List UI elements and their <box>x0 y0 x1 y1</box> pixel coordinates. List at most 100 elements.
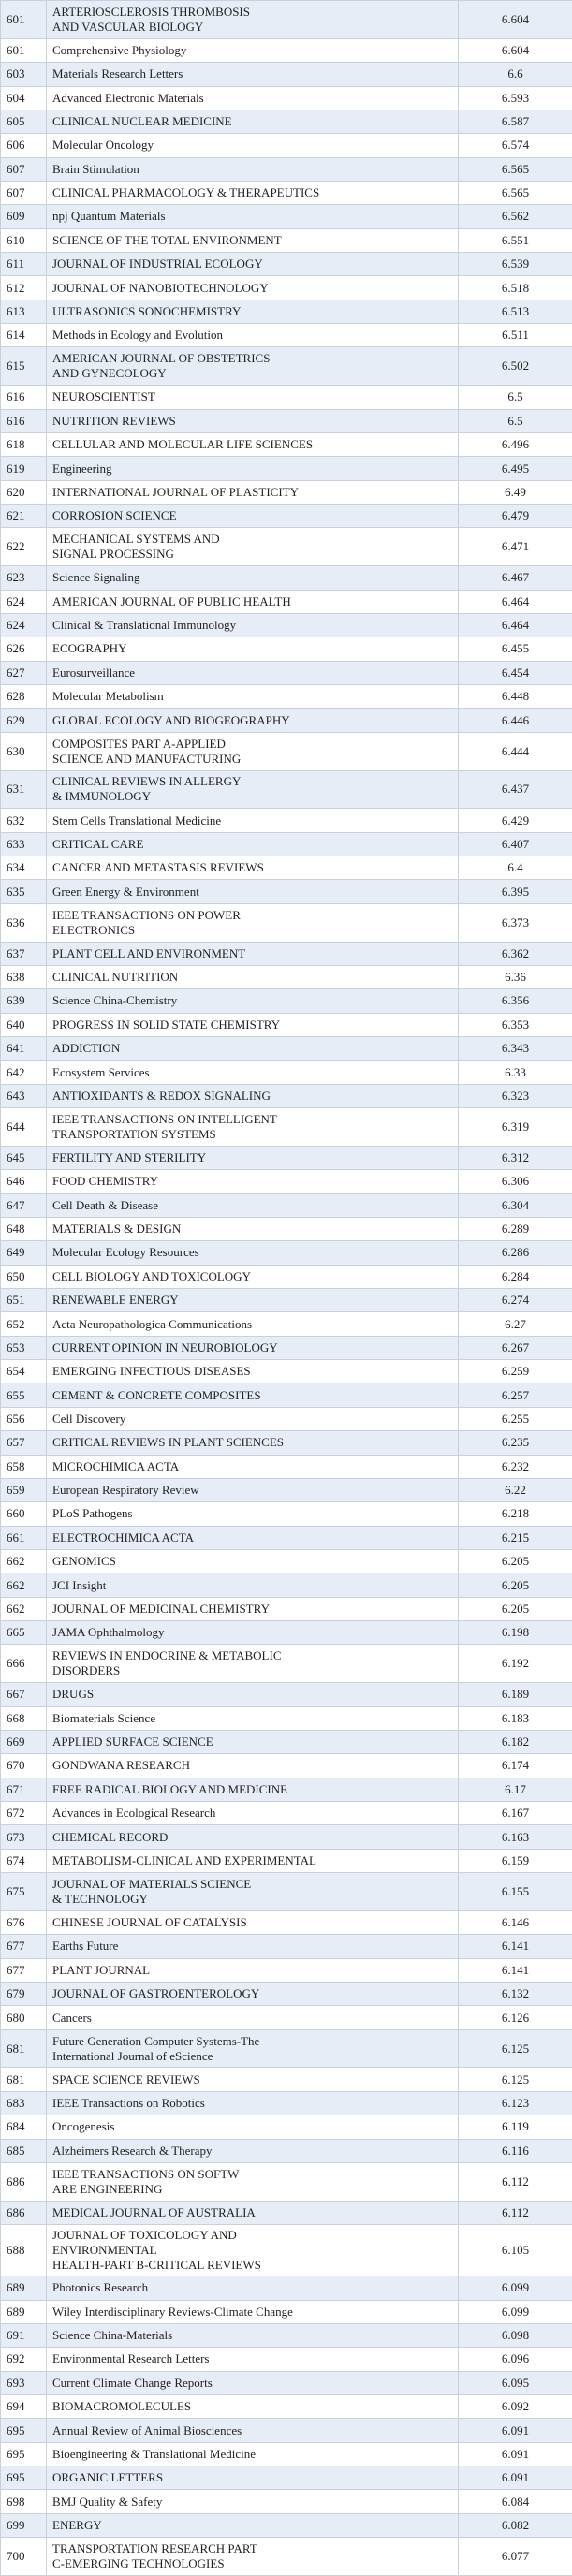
impact-factor-cell: 6.455 <box>458 637 572 662</box>
journal-name-cell: Science China-Materials <box>46 2322 459 2349</box>
rank-cell: 614 <box>0 323 47 348</box>
impact-factor-cell: 6.467 <box>458 565 572 591</box>
impact-factor-cell: 6.092 <box>458 2394 572 2420</box>
journal-name-cell: Environmental Research Letters <box>46 2347 459 2372</box>
table-row: 681 SPACE SCIENCE REVIEWS 6.125 <box>0 2067 572 2092</box>
journal-name-cell: MEDICAL JOURNAL OF AUSTRALIA <box>46 2200 459 2226</box>
impact-factor-cell: 6.125 <box>458 2067 572 2092</box>
journal-name-cell: ECOGRAPHY <box>46 637 459 662</box>
impact-factor-cell: 6.192 <box>458 1644 572 1684</box>
table-row: 692 Environmental Research Letters 6.096 <box>0 2347 572 2372</box>
table-row: 641 ADDICTION 6.343 <box>0 1035 572 1061</box>
rank-cell: 628 <box>0 684 47 710</box>
table-row: 635 Green Energy & Environment 6.395 <box>0 879 572 904</box>
rank-cell: 673 <box>0 1824 47 1850</box>
table-row: 700 TRANSPORTATION RESEARCH PART C-EMERGI… <box>0 2537 572 2576</box>
impact-factor-cell: 6.218 <box>458 1501 572 1527</box>
impact-factor-cell: 6.446 <box>458 708 572 733</box>
rank-cell: 618 <box>0 432 47 458</box>
rank-cell: 630 <box>0 731 47 771</box>
journal-name-cell: Cancers <box>46 2005 459 2030</box>
impact-factor-cell: 6.125 <box>458 2028 572 2069</box>
rank-cell: 656 <box>0 1406 47 1432</box>
impact-factor-cell: 6.551 <box>458 227 572 254</box>
table-row: 651 RENEWABLE ENERGY 6.274 <box>0 1288 572 1313</box>
table-row: 660 PLoS Pathogens 6.218 <box>0 1501 572 1527</box>
journal-name-cell: Science Signaling <box>46 565 459 591</box>
table-row: 604 Advanced Electronic Materials 6.593 <box>0 85 572 110</box>
rank-cell: 677 <box>0 1934 47 1959</box>
journal-name-cell: PLoS Pathogens <box>46 1501 459 1527</box>
impact-factor-cell: 6.4 <box>458 856 572 881</box>
journal-name-cell: npj Quantum Materials <box>46 204 459 229</box>
table-row: 649 Molecular Ecology Resources 6.286 <box>0 1240 572 1266</box>
impact-factor-cell: 6.513 <box>458 299 572 325</box>
journal-name-cell: CRITICAL CARE <box>46 831 459 857</box>
journal-name-cell: FERTILITY AND STERILITY <box>46 1145 459 1171</box>
impact-factor-cell: 6.587 <box>458 109 572 135</box>
impact-factor-cell: 6.189 <box>458 1682 572 1707</box>
table-row: 633 CRITICAL CARE 6.407 <box>0 831 572 857</box>
rank-cell: 616 <box>0 408 47 433</box>
impact-factor-cell: 6.119 <box>458 2115 572 2140</box>
journal-name-cell: JAMA Ophthalmology <box>46 1620 459 1646</box>
rank-cell: 637 <box>0 941 47 966</box>
rank-cell: 627 <box>0 660 47 686</box>
table-row: 603 Materials Research Letters 6.6 <box>0 62 572 87</box>
rank-cell: 648 <box>0 1216 47 1242</box>
rank-cell: 693 <box>0 2370 47 2396</box>
rank-cell: 698 <box>0 2489 47 2514</box>
table-row: 610 SCIENCE OF THE TOTAL ENVIRONMENT 6.551 <box>0 227 572 254</box>
table-row: 652 Acta Neuropathologica Communications 6… <box>0 1311 572 1337</box>
rank-cell: 666 <box>0 1644 47 1684</box>
impact-factor-cell: 6.306 <box>458 1169 572 1194</box>
table-row: 614 Methods in Ecology and Evolution 6.511 <box>0 323 572 348</box>
rank-cell: 629 <box>0 708 47 733</box>
journal-name-cell: CANCER AND METASTASIS REVIEWS <box>46 856 459 881</box>
journal-name-cell: CLINICAL REVIEWS IN ALLERGY & IMMUNOLOGY <box>46 769 459 810</box>
journal-name-cell: FOOD CHEMISTRY <box>46 1169 459 1194</box>
table-row: 626 ECOGRAPHY 6.455 <box>0 637 572 662</box>
rank-cell: 647 <box>0 1193 47 1218</box>
table-row: 684 Oncogenesis 6.119 <box>0 2115 572 2140</box>
impact-factor-cell: 6.464 <box>458 612 572 638</box>
rank-cell: 679 <box>0 1981 47 2007</box>
rank-cell: 699 <box>0 2512 47 2539</box>
rank-cell: 684 <box>0 2115 47 2140</box>
journal-name-cell: NUTRITION REVIEWS <box>46 408 459 433</box>
rank-cell: 655 <box>0 1383 47 1408</box>
impact-factor-cell: 6.123 <box>458 2090 572 2116</box>
rank-cell: 613 <box>0 299 47 325</box>
rank-cell: 669 <box>0 1729 47 1755</box>
table-row: 695 ORGANIC LETTERS 6.091 <box>0 2466 572 2491</box>
impact-factor-cell: 6.132 <box>458 1981 572 2007</box>
table-row: 670 GONDWANA RESEARCH 6.174 <box>0 1753 572 1778</box>
journal-name-cell: Photonics Research <box>46 2276 459 2301</box>
impact-factor-cell: 6.284 <box>458 1264 572 1290</box>
rank-cell: 620 <box>0 479 47 505</box>
table-row: 607 Brain Stimulation 6.565 <box>0 156 572 182</box>
table-row: 611 JOURNAL OF INDUSTRIAL ECOLOGY 6.539 <box>0 252 572 277</box>
journal-name-cell: ORGANIC LETTERS <box>46 2466 459 2491</box>
rank-cell: 644 <box>0 1107 47 1147</box>
journal-name-cell: GONDWANA RESEARCH <box>46 1753 459 1778</box>
impact-factor-cell: 6.518 <box>458 275 572 300</box>
rank-cell: 662 <box>0 1573 47 1598</box>
impact-factor-cell: 6.6 <box>458 62 572 87</box>
rank-cell: 662 <box>0 1548 47 1574</box>
table-row: 620 INTERNATIONAL JOURNAL OF PLASTICITY 6.… <box>0 479 572 505</box>
rank-cell: 607 <box>0 156 47 182</box>
journal-name-cell: EMERGING INFECTIOUS DISEASES <box>46 1359 459 1384</box>
journal-name-cell: Stem Cells Translational Medicine <box>46 808 459 833</box>
rank-cell: 670 <box>0 1753 47 1778</box>
rank-cell: 674 <box>0 1848 47 1874</box>
journal-name-cell: JOURNAL OF TOXICOLOGY AND ENVIRONMENTAL … <box>46 2224 459 2277</box>
rank-cell: 654 <box>0 1359 47 1384</box>
rank-cell: 665 <box>0 1620 47 1646</box>
journal-name-cell: BIOMACROMOLECULES <box>46 2394 459 2420</box>
impact-factor-cell: 6.174 <box>458 1753 572 1778</box>
rank-cell: 689 <box>0 2276 47 2301</box>
rank-cell: 624 <box>0 589 47 614</box>
journal-name-cell: CELL BIOLOGY AND TOXICOLOGY <box>46 1264 459 1290</box>
